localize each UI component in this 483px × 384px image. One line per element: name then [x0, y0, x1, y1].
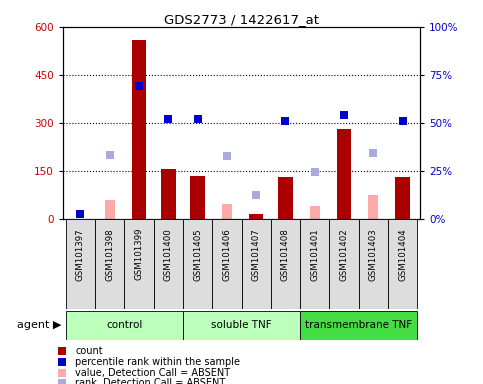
Bar [278, 177, 293, 219]
FancyBboxPatch shape [124, 219, 154, 309]
Text: GSM101402: GSM101402 [340, 228, 349, 281]
Text: GSM101407: GSM101407 [252, 228, 261, 281]
Text: percentile rank within the sample: percentile rank within the sample [75, 357, 240, 367]
Bar [161, 169, 176, 219]
FancyBboxPatch shape [300, 219, 329, 309]
FancyBboxPatch shape [388, 219, 417, 309]
FancyBboxPatch shape [183, 219, 212, 309]
Text: GSM101401: GSM101401 [310, 228, 319, 281]
Text: GSM101403: GSM101403 [369, 228, 378, 281]
Text: value, Detection Call = ABSENT: value, Detection Call = ABSENT [75, 368, 230, 378]
Bar [368, 195, 379, 219]
Bar [310, 206, 320, 219]
FancyBboxPatch shape [66, 311, 183, 340]
Bar [104, 200, 115, 219]
FancyBboxPatch shape [242, 219, 271, 309]
FancyBboxPatch shape [271, 219, 300, 309]
Bar [395, 177, 410, 219]
Text: GSM101408: GSM101408 [281, 228, 290, 281]
Bar [190, 176, 205, 219]
Text: GSM101405: GSM101405 [193, 228, 202, 281]
Bar [132, 40, 146, 219]
Text: GSM101404: GSM101404 [398, 228, 407, 281]
FancyBboxPatch shape [212, 219, 242, 309]
FancyBboxPatch shape [66, 219, 95, 309]
FancyBboxPatch shape [154, 219, 183, 309]
FancyBboxPatch shape [329, 219, 359, 309]
Text: control: control [106, 320, 142, 331]
Text: GSM101406: GSM101406 [222, 228, 231, 281]
Bar [222, 204, 232, 219]
Text: rank, Detection Call = ABSENT: rank, Detection Call = ABSENT [75, 378, 226, 384]
FancyBboxPatch shape [183, 311, 300, 340]
Text: soluble TNF: soluble TNF [211, 320, 272, 331]
Text: GSM101399: GSM101399 [134, 228, 143, 280]
Bar [337, 129, 351, 219]
Title: GDS2773 / 1422617_at: GDS2773 / 1422617_at [164, 13, 319, 26]
FancyBboxPatch shape [300, 311, 417, 340]
Text: GSM101397: GSM101397 [76, 228, 85, 281]
Text: transmembrane TNF: transmembrane TNF [305, 320, 412, 331]
FancyBboxPatch shape [95, 219, 124, 309]
Bar [249, 214, 263, 219]
Text: agent ▶: agent ▶ [17, 320, 61, 331]
Text: GSM101398: GSM101398 [105, 228, 114, 281]
Text: GSM101400: GSM101400 [164, 228, 173, 281]
Text: count: count [75, 346, 103, 356]
FancyBboxPatch shape [359, 219, 388, 309]
